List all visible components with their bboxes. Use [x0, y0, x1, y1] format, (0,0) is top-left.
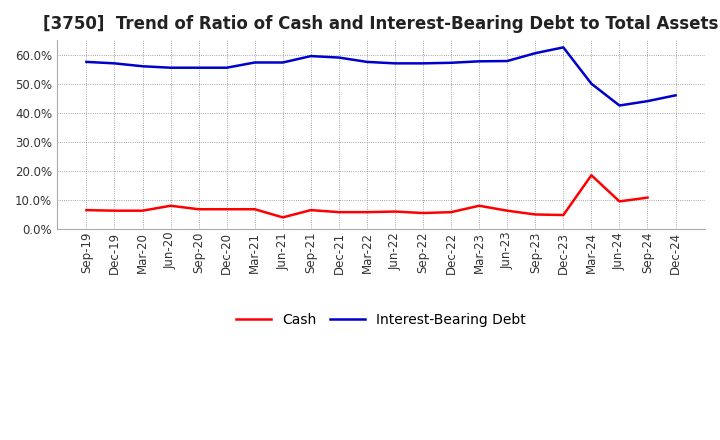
Cash: [531, 212, 539, 217]
Cash: [363, 209, 372, 215]
Cash: [587, 172, 595, 178]
Legend: Cash, Interest-Bearing Debt: Cash, Interest-Bearing Debt: [230, 308, 531, 333]
Cash: [251, 207, 259, 212]
Cash: [419, 210, 428, 216]
Interest-Bearing Debt: [531, 51, 539, 56]
Interest-Bearing Debt: [82, 59, 91, 65]
Cash: [82, 208, 91, 213]
Interest-Bearing Debt: [503, 59, 511, 64]
Interest-Bearing Debt: [222, 65, 231, 70]
Interest-Bearing Debt: [587, 81, 595, 86]
Cash: [138, 208, 147, 213]
Interest-Bearing Debt: [110, 61, 119, 66]
Cash: [307, 208, 315, 213]
Interest-Bearing Debt: [419, 61, 428, 66]
Interest-Bearing Debt: [391, 61, 400, 66]
Line: Interest-Bearing Debt: Interest-Bearing Debt: [86, 48, 675, 106]
Cash: [279, 215, 287, 220]
Cash: [166, 203, 175, 209]
Interest-Bearing Debt: [138, 64, 147, 69]
Cash: [475, 203, 484, 209]
Cash: [643, 195, 652, 200]
Cash: [559, 213, 567, 218]
Interest-Bearing Debt: [335, 55, 343, 60]
Interest-Bearing Debt: [251, 60, 259, 65]
Cash: [194, 207, 203, 212]
Interest-Bearing Debt: [166, 65, 175, 70]
Interest-Bearing Debt: [279, 60, 287, 65]
Cash: [503, 208, 511, 213]
Interest-Bearing Debt: [559, 45, 567, 50]
Cash: [335, 209, 343, 215]
Line: Cash: Cash: [86, 175, 647, 217]
Interest-Bearing Debt: [643, 99, 652, 104]
Interest-Bearing Debt: [307, 53, 315, 59]
Cash: [391, 209, 400, 214]
Interest-Bearing Debt: [363, 59, 372, 65]
Interest-Bearing Debt: [475, 59, 484, 64]
Cash: [447, 209, 456, 215]
Cash: [110, 208, 119, 213]
Cash: [615, 199, 624, 204]
Cash: [222, 207, 231, 212]
Title: [3750]  Trend of Ratio of Cash and Interest-Bearing Debt to Total Assets: [3750] Trend of Ratio of Cash and Intere…: [43, 15, 719, 33]
Interest-Bearing Debt: [615, 103, 624, 108]
Interest-Bearing Debt: [671, 93, 680, 98]
Interest-Bearing Debt: [194, 65, 203, 70]
Interest-Bearing Debt: [447, 60, 456, 66]
